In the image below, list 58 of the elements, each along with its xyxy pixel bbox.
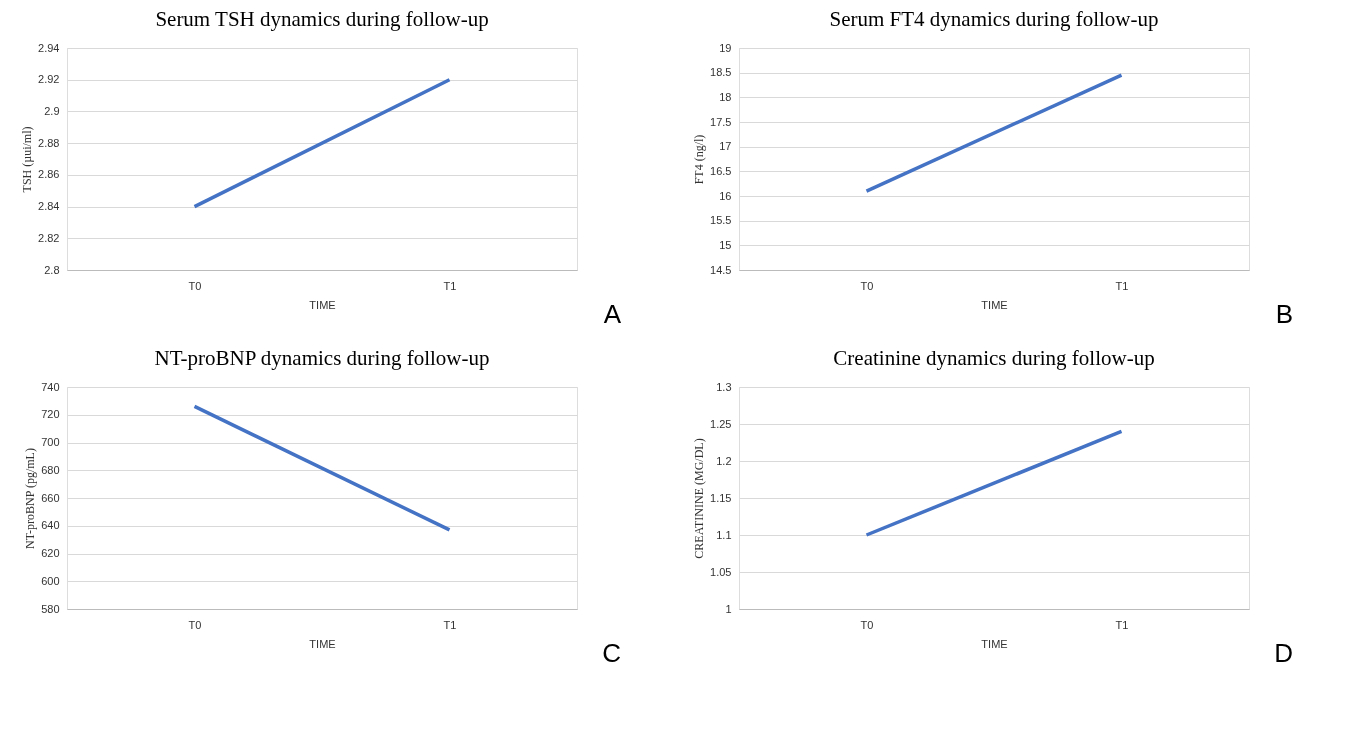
y-tick-label: 2.8: [44, 263, 60, 276]
y-axis-title: FT4 (ng/l): [692, 134, 707, 185]
y-tick-label: 2.86: [38, 168, 60, 181]
y-tick-label: 14.5: [710, 263, 732, 276]
x-tick-label: T0: [188, 279, 202, 292]
y-tick-label: 15.5: [710, 214, 732, 227]
text: A: [603, 299, 622, 329]
y-tick-label: 1.05: [710, 565, 732, 578]
chart-title: NT-proBNP dynamics during follow-up: [154, 346, 490, 370]
y-axis-title: TSH (µui/ml): [20, 126, 35, 193]
y-tick-label: 1.25: [710, 417, 732, 430]
y-axis-title: NT-proBNP (pg/mL): [23, 448, 38, 549]
chart-title: Serum TSH dynamics during follow-up: [155, 7, 489, 31]
y-tick-label: 640: [41, 519, 60, 532]
y-tick-label: 1.3: [716, 380, 732, 393]
x-tick-label: T1: [443, 279, 457, 292]
y-tick-label: 17: [719, 140, 732, 153]
text: C: [602, 638, 621, 668]
y-tick-label: 2.88: [38, 136, 60, 149]
x-tick-label: T0: [188, 618, 202, 631]
y-tick-label: 2.9: [44, 104, 60, 117]
y-tick-label: 700: [41, 436, 60, 448]
y-tick-label: 1.1: [716, 528, 732, 541]
y-tick-label: 580: [41, 602, 60, 615]
y-tick-label: 18.5: [710, 66, 732, 79]
y-tick-label: 16: [719, 189, 732, 202]
text: D: [1274, 638, 1293, 668]
x-axis-title: TIME: [981, 298, 1008, 311]
x-axis-title: TIME: [309, 637, 336, 650]
y-tick-label: 16.5: [710, 164, 732, 177]
y-tick-label: 2.82: [38, 231, 60, 244]
y-tick-label: 18: [719, 90, 732, 103]
x-tick-label: T0: [860, 618, 874, 631]
x-tick-label: T1: [443, 618, 457, 631]
chart-title: Serum FT4 dynamics during follow-up: [829, 7, 1159, 31]
y-tick-label: 680: [41, 463, 60, 476]
x-tick-label: T1: [1115, 279, 1129, 292]
y-tick-label: 1.2: [716, 454, 732, 467]
y-tick-label: 1.15: [710, 491, 732, 504]
y-tick-label: 620: [41, 547, 60, 559]
y-tick-label: 2.92: [38, 73, 60, 86]
y-tick-label: 15: [719, 238, 732, 251]
x-axis-title: TIME: [981, 637, 1008, 650]
x-tick-label: T1: [1115, 618, 1129, 631]
y-tick-label: 740: [41, 380, 60, 393]
y-tick-label: 660: [41, 491, 60, 504]
y-tick-label: 1: [725, 602, 732, 615]
y-tick-label: 17.5: [710, 115, 732, 128]
chart-title: Creatinine dynamics during follow-up: [833, 346, 1155, 370]
y-tick-label: 2.94: [38, 41, 60, 54]
text: B: [1275, 299, 1293, 329]
x-axis-title: TIME: [309, 298, 336, 311]
y-axis-title: CREATININE (MG/DL): [692, 438, 707, 559]
y-tick-label: 720: [41, 408, 60, 421]
y-tick-label: 2.84: [38, 200, 60, 213]
y-tick-label: 600: [41, 574, 60, 587]
y-tick-label: 19: [719, 41, 732, 54]
x-tick-label: T0: [860, 279, 874, 292]
